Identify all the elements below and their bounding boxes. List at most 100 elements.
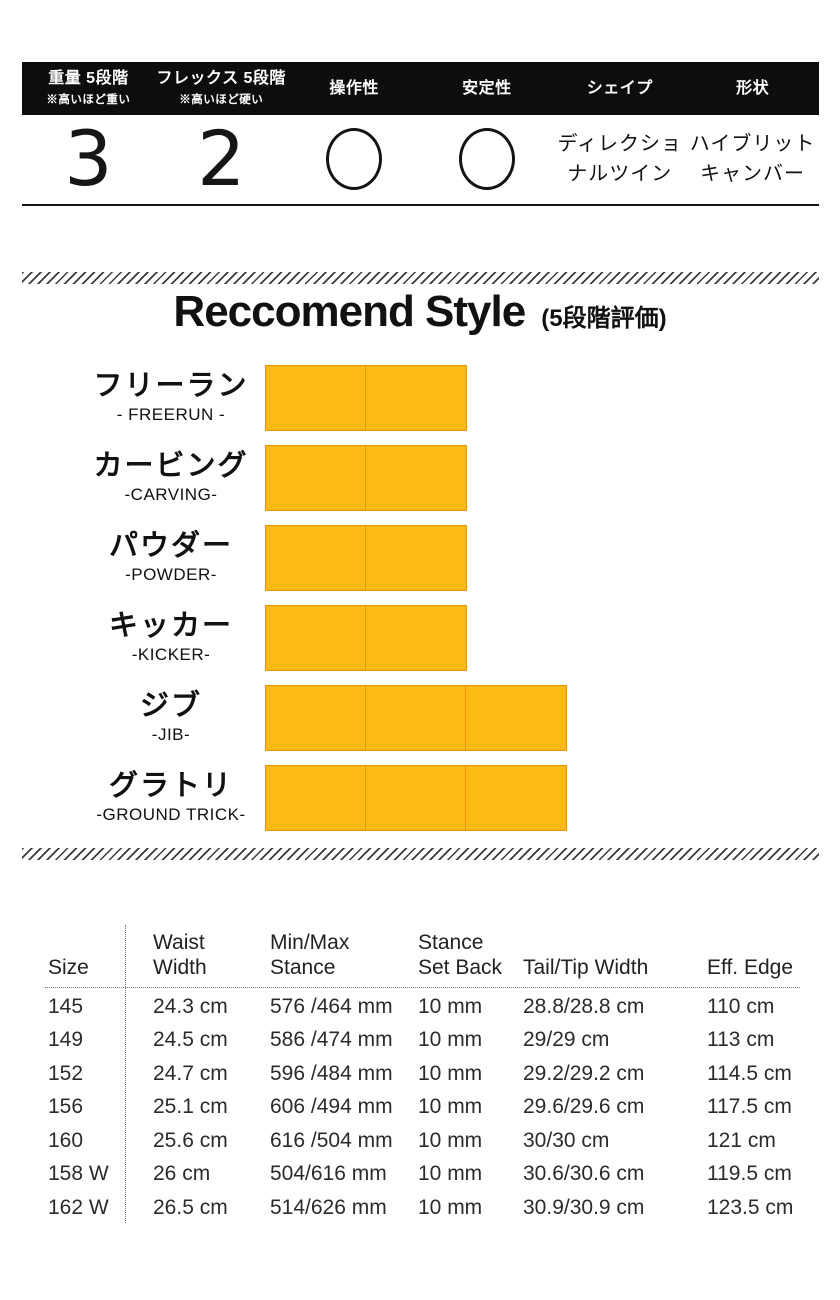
table-cell: 123.5 cm [707,1195,794,1219]
table-cell: 25.6 cm [153,1128,228,1152]
table-body: 145 24.3 cm 576 /464 mm 10 mm 28.8/28.8 cm 11… [45,988,800,1225]
rating-bar-segment [365,525,467,591]
table-vertical-divider [125,925,126,1223]
hatch-divider-top [22,272,819,284]
form-label: 形状 [736,79,770,97]
table-cell: 504/616 mm [270,1162,387,1186]
table-cell: 576 /464 mm [270,994,393,1018]
rating-row: グラトリ -GROUND TRICK- [22,765,819,831]
rating-bar-segment [365,605,467,671]
rating-bar-segment [265,445,367,511]
operability-label: 操作性 [329,79,379,97]
table-row: 158 W 26 cm 504/616 mm 10 mm 30.6/30.6 cm 119… [45,1158,800,1192]
rating-row: キッカー -KICKER- [22,605,819,671]
rating-bar-segment [265,525,367,591]
rating-label: フリーラン - FREERUN - [22,365,265,431]
table-cell: 29/29 cm [523,1028,610,1052]
rating-label-jp: グラトリ [108,769,233,802]
table-cell: 24.7 cm [153,1061,228,1085]
recommend-style-subtitle: (5段階評価) [541,305,667,332]
table-cell: 114.5 cm [707,1061,792,1085]
table-cell: 29.6/29.6 cm [523,1095,645,1119]
weight-rating-value: 3 [64,114,113,203]
rating-label: ジブ -JIB- [22,685,265,751]
flex-rating-value: 2 [197,114,246,203]
stability-label: 安定性 [462,79,512,97]
table-cell: 121 cm [707,1128,776,1152]
spec-col-shape: シェイプ [553,62,686,115]
rating-bar [265,765,568,831]
spec-col-stability: 安定性 [420,62,553,115]
table-cell: 29.2/29.2 cm [523,1061,645,1085]
rating-label-en: -GROUND TRICK- [96,805,246,825]
table-cell: 25.1 cm [153,1095,228,1119]
rating-bar-segment [265,365,367,431]
divider-line [22,204,819,206]
table-row: 156 25.1 cm 606 /494 mm 10 mm 29.6/29.6 cm 11… [45,1091,800,1125]
table-cell: 10 mm [418,1061,483,1085]
table-cell: 596 /484 mm [270,1061,393,1085]
table-cell: 156 [48,1095,84,1119]
rating-bar [265,525,467,591]
rating-bar-segment [365,365,467,431]
stability-value-cell [458,128,515,190]
table-header-row: Size Waist Width Min/Max Stance Stance Set … [45,925,800,988]
spec-col-flex: フレックス 5段階 ※高いほど硬い [155,62,288,115]
table-cell: 10 mm [418,1195,483,1219]
table-row: 145 24.3 cm 576 /464 mm 10 mm 28.8/28.8 cm 11… [45,990,800,1024]
weight-label: 重量 5段階 [48,70,129,88]
table-cell: 10 mm [418,1128,483,1152]
table-header-cell: Stance Set Back [418,930,503,979]
table-cell: 160 [48,1128,84,1152]
rating-label-en: -JIB- [151,725,191,745]
spec-col-form: 形状 [686,62,819,115]
table-cell: 145 [48,994,84,1018]
rating-bar [265,685,568,751]
rating-label-en: -CARVING- [124,485,218,505]
table-cell: 616 /504 mm [270,1128,393,1152]
rating-bar-segment [365,765,467,831]
rating-label: キッカー -KICKER- [22,605,265,671]
table-cell: 30.9/30.9 cm [523,1195,645,1219]
recommend-style-header: Reccomend Style (5段階評価) [0,287,840,337]
table-cell: 514/626 mm [270,1195,387,1219]
table-cell: 119.5 cm [707,1162,792,1186]
operability-value-cell [326,128,383,190]
table-row: 160 25.6 cm 616 /504 mm 10 mm 30/30 cm 121 cm [45,1124,800,1158]
operability-circle-icon [326,128,383,190]
table-cell: 10 mm [418,1162,483,1186]
rating-bar-segment [465,765,568,831]
stability-circle-icon [458,128,515,190]
rating-bar-segment [465,685,568,751]
rating-row: カービング -CARVING- [22,445,819,511]
table-cell: 10 mm [418,1095,483,1119]
rating-label: グラトリ -GROUND TRICK- [22,765,265,831]
spec-col-weight: 重量 5段階 ※高いほど重い [22,62,155,115]
rating-bar [265,605,467,671]
flex-label: フレックス 5段階 [156,70,286,88]
rating-label-jp: キッカー [108,609,233,642]
rating-label: パウダー -POWDER- [22,525,265,591]
table-header-cell: Waist Width [153,930,207,979]
table-cell: 26.5 cm [153,1195,228,1219]
rating-bar-segment [265,685,367,751]
recommend-style-title: Reccomend Style [173,287,526,336]
rating-bar-segment [365,685,467,751]
spec-col-operability: 操作性 [288,62,421,115]
rating-label-jp: フリーラン [93,369,249,402]
hatch-divider-bottom [22,848,819,860]
rating-label-en: - FREERUN - [116,405,226,425]
shape-value: ディレクショ ナルツイン [557,133,683,185]
spec-header-bar: 重量 5段階 ※高いほど重い フレックス 5段階 ※高いほど硬い 操作性 安定性… [22,62,819,115]
table-cell: 113 cm [707,1028,775,1052]
form-value: ハイブリット キャンバー [689,133,816,185]
table-cell: 30.6/30.6 cm [523,1162,645,1186]
rating-row: フリーラン - FREERUN - [22,365,819,431]
rating-bar [265,365,467,431]
table-row: 162 W 26.5 cm 514/626 mm 10 mm 30.9/30.9 cm 1… [45,1191,800,1225]
table-row: 149 24.5 cm 586 /474 mm 10 mm 29/29 cm 113 cm [45,1024,800,1058]
rating-bar-segment [265,605,367,671]
table-cell: 152 [48,1061,84,1085]
table-cell: 10 mm [418,994,483,1018]
